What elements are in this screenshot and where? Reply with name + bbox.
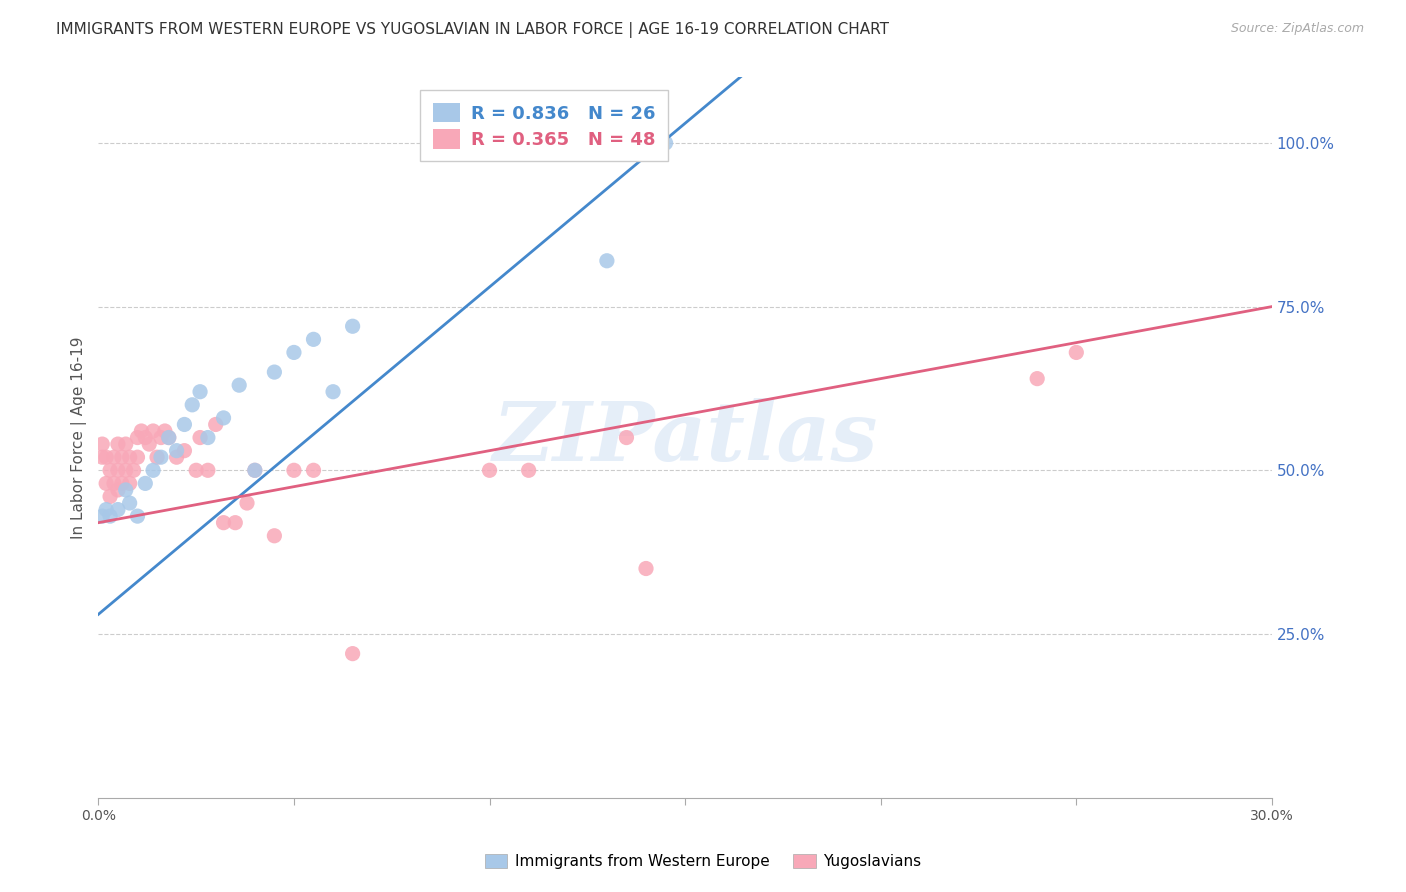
- Point: [283, 463, 305, 477]
- Point: [111, 450, 134, 465]
- Point: [96, 476, 118, 491]
- Legend: R = 0.836   N = 26, R = 0.365   N = 48: R = 0.836 N = 26, R = 0.365 N = 48: [420, 90, 668, 161]
- Point: [236, 496, 259, 510]
- Point: [127, 509, 149, 524]
- Point: [122, 463, 145, 477]
- Point: [157, 431, 180, 445]
- Point: [127, 450, 149, 465]
- Point: [107, 437, 129, 451]
- Point: [302, 463, 325, 477]
- Point: [186, 463, 208, 477]
- Point: [263, 365, 285, 379]
- Y-axis label: In Labor Force | Age 16-19: In Labor Force | Age 16-19: [72, 336, 87, 539]
- Point: [118, 496, 141, 510]
- Point: [342, 319, 364, 334]
- Point: [149, 431, 172, 445]
- Point: [91, 509, 114, 524]
- Point: [96, 502, 118, 516]
- Point: [188, 431, 211, 445]
- Point: [98, 509, 121, 524]
- Point: [103, 476, 125, 491]
- Point: [142, 424, 165, 438]
- Point: [98, 490, 121, 504]
- Point: [596, 253, 619, 268]
- Point: [302, 332, 325, 346]
- Point: [114, 483, 136, 497]
- Point: [96, 450, 118, 465]
- Point: [166, 450, 188, 465]
- Point: [153, 424, 176, 438]
- Point: [1066, 345, 1088, 359]
- Point: [342, 647, 364, 661]
- Point: [134, 431, 156, 445]
- Point: [322, 384, 344, 399]
- Point: [228, 378, 250, 392]
- Point: [118, 450, 141, 465]
- Point: [146, 450, 169, 465]
- Text: Source: ZipAtlas.com: Source: ZipAtlas.com: [1230, 22, 1364, 36]
- Point: [188, 384, 211, 399]
- Point: [634, 561, 657, 575]
- Point: [197, 463, 219, 477]
- Point: [107, 483, 129, 497]
- Point: [283, 345, 305, 359]
- Point: [91, 450, 114, 465]
- Point: [107, 463, 129, 477]
- Point: [478, 463, 501, 477]
- Point: [173, 417, 195, 432]
- Point: [118, 476, 141, 491]
- Point: [243, 463, 266, 477]
- Point: [224, 516, 246, 530]
- Point: [127, 431, 149, 445]
- Point: [181, 398, 204, 412]
- Point: [91, 437, 114, 451]
- Point: [131, 424, 153, 438]
- Point: [103, 450, 125, 465]
- Point: [212, 516, 235, 530]
- Point: [173, 443, 195, 458]
- Point: [107, 502, 129, 516]
- Point: [263, 529, 285, 543]
- Point: [1026, 371, 1049, 385]
- Point: [166, 443, 188, 458]
- Point: [98, 463, 121, 477]
- Point: [157, 431, 180, 445]
- Point: [212, 411, 235, 425]
- Point: [111, 476, 134, 491]
- Point: [114, 437, 136, 451]
- Point: [197, 431, 219, 445]
- Point: [138, 437, 160, 451]
- Point: [114, 463, 136, 477]
- Point: [149, 450, 172, 465]
- Point: [134, 476, 156, 491]
- Point: [204, 417, 226, 432]
- Point: [517, 463, 540, 477]
- Point: [654, 136, 676, 150]
- Text: IMMIGRANTS FROM WESTERN EUROPE VS YUGOSLAVIAN IN LABOR FORCE | AGE 16-19 CORRELA: IMMIGRANTS FROM WESTERN EUROPE VS YUGOSL…: [56, 22, 889, 38]
- Point: [243, 463, 266, 477]
- Point: [142, 463, 165, 477]
- Point: [616, 431, 638, 445]
- Legend: Immigrants from Western Europe, Yugoslavians: Immigrants from Western Europe, Yugoslav…: [478, 848, 928, 875]
- Text: ZIPatlas: ZIPatlas: [492, 398, 877, 477]
